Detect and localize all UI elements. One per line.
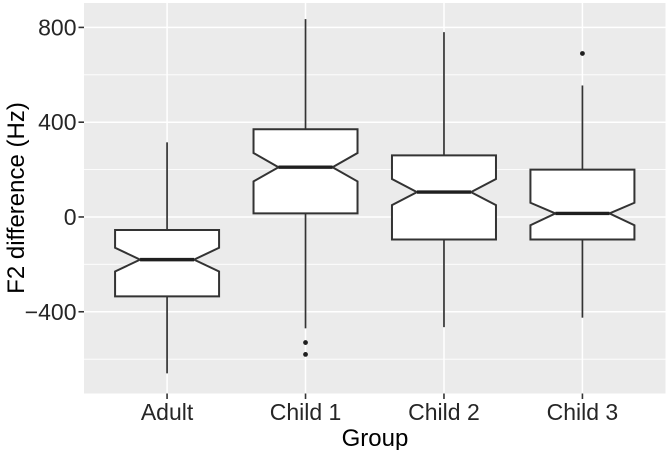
outlier-point — [580, 51, 585, 56]
notched-box — [390, 154, 497, 241]
boxplot-adult — [114, 142, 221, 374]
y-tick-label: −400 — [25, 299, 77, 325]
y-tick-label: 800 — [38, 14, 76, 40]
outlier-point — [303, 352, 308, 357]
x-tick-label-child-3: Child 3 — [547, 399, 619, 425]
axis-layer: −400 0 400 800 Adult Child 1 Child 2 Child 3 — [25, 14, 619, 425]
y-tick-label: 0 — [64, 204, 77, 230]
y-axis-title: F2 difference (Hz) — [3, 102, 30, 294]
boxplot-child-2 — [390, 32, 497, 328]
x-tick-label-adult: Adult — [141, 399, 194, 425]
x-axis-title: Group — [342, 425, 409, 450]
box-layer — [114, 19, 636, 374]
notched-box — [529, 168, 636, 241]
x-tick-label-child-1: Child 1 — [270, 399, 342, 425]
x-tick-label-child-2: Child 2 — [408, 399, 480, 425]
notched-box — [114, 229, 221, 298]
y-tick-label: 400 — [38, 109, 76, 135]
boxplot-child-1 — [252, 19, 359, 357]
notched-box — [252, 128, 359, 215]
outlier-point — [303, 340, 308, 345]
boxplot-child-3 — [529, 51, 636, 318]
